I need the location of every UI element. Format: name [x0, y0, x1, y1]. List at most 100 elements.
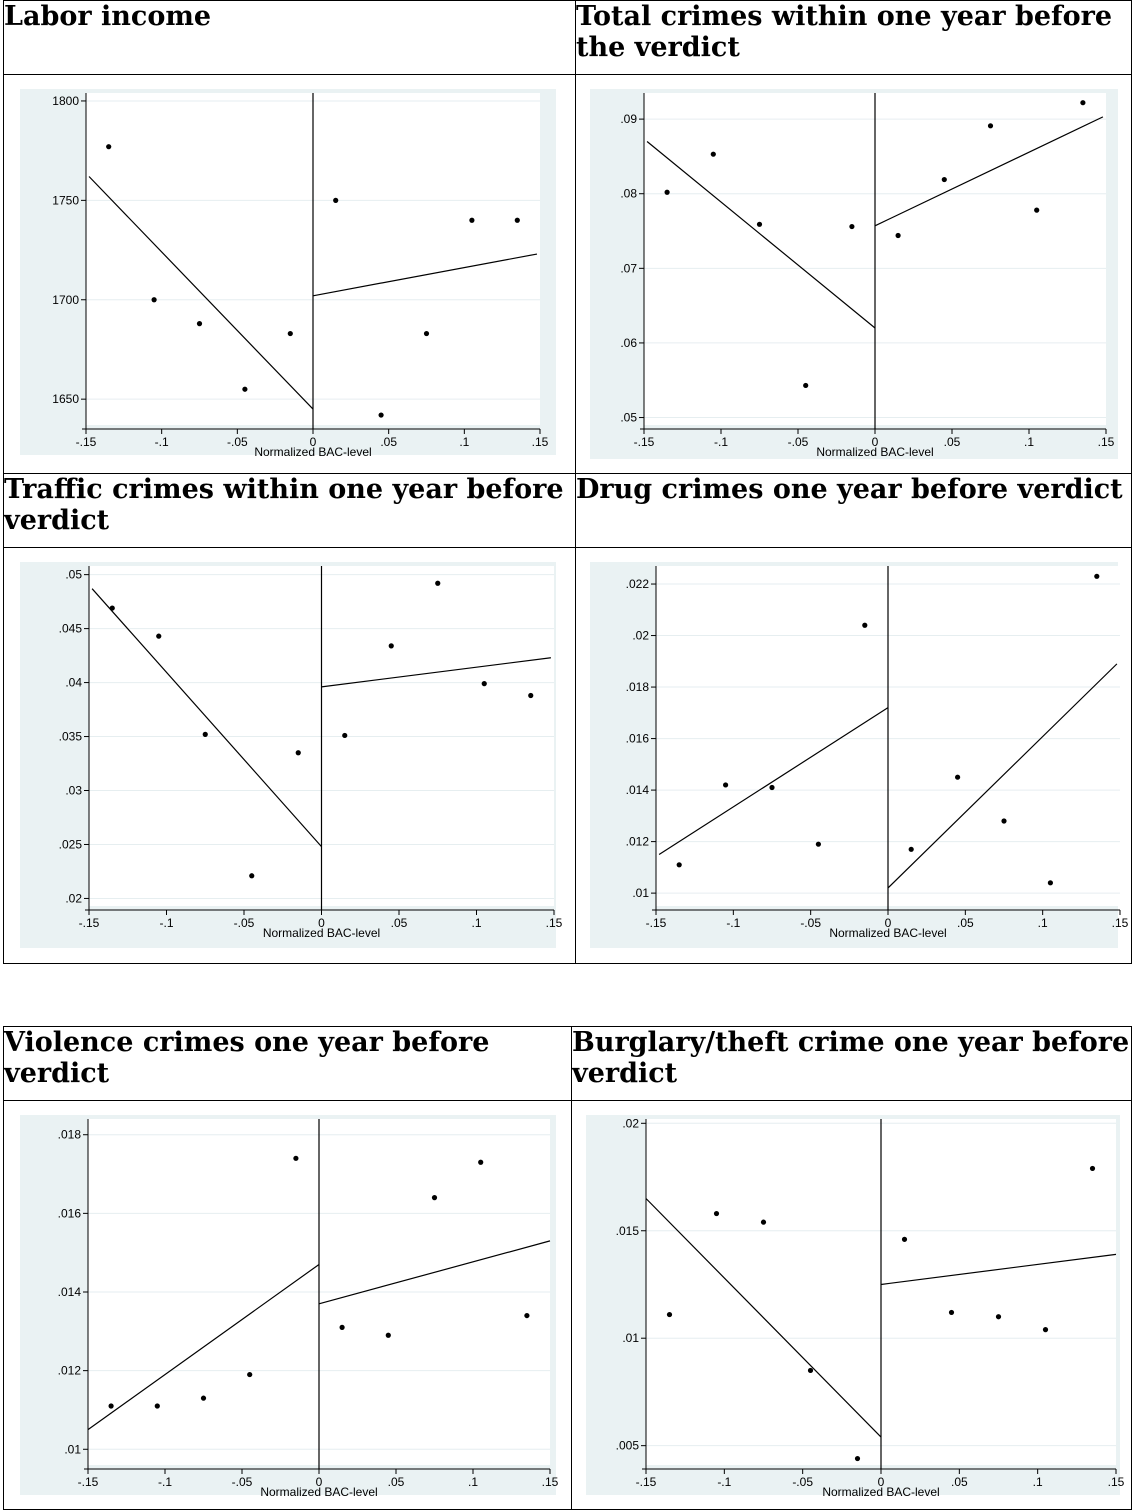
x-tick-label: -.15 [636, 1475, 657, 1489]
x-axis-title: Normalized BAC-level [263, 926, 380, 940]
chart-violence-crimes: .01 .012 .014 .016 .018 -.15 -.1 -.05 0 .05 .1 .15 N… [58, 1119, 559, 1499]
x-tick-label: 0 [885, 916, 892, 930]
y-tick-label: .012 [626, 835, 650, 849]
data-point [760, 1219, 767, 1225]
chart-cell-total-crimes: .05 .06 .07 .08 .09 -.15 -.1 -.05 0 .05 .1 .15 Norma… [575, 74, 1132, 474]
y-tick-label: .07 [620, 261, 637, 275]
data-point [854, 1455, 861, 1462]
data-point [528, 692, 534, 699]
x-tick-label: -.1 [714, 435, 728, 449]
x-axis-title: Normalized BAC-level [829, 926, 946, 940]
data-point [948, 1309, 955, 1316]
data-point [1094, 573, 1100, 579]
x-axis-title: Normalized BAC-level [816, 445, 933, 459]
panel-title-drug-crimes: Drug crimes one year before verdict [575, 473, 1132, 548]
x-tick-label: .05 [380, 435, 397, 449]
data-point [249, 873, 255, 879]
y-tick-label: .01 [632, 886, 649, 900]
x-tick-label: -.15 [79, 916, 100, 930]
data-point [200, 1395, 207, 1401]
fit-line-right [874, 116, 1104, 227]
y-tick-label: .035 [59, 730, 83, 744]
data-point [1001, 818, 1007, 824]
fit-line-right [312, 253, 538, 297]
x-axis-title: Normalized BAC-level [822, 1485, 939, 1499]
fit-line-right [880, 1253, 1117, 1286]
x-tick-label: 0 [318, 916, 325, 930]
x-tick-label: -.05 [788, 435, 809, 449]
data-point [109, 605, 115, 611]
data-point [1047, 880, 1053, 886]
panel-title-burglary-theft: Burglary/theft crime one year before ver… [571, 1026, 1132, 1101]
data-point [995, 1314, 1002, 1320]
data-point [154, 1403, 160, 1409]
y-tick-label: .02 [632, 629, 649, 643]
data-point [342, 732, 348, 739]
figure-table-top: Labor income Total crimes within one yea… [3, 0, 1132, 964]
x-tick-label: .05 [944, 435, 961, 449]
data-point [862, 622, 868, 628]
data-point [908, 846, 914, 852]
data-point [849, 223, 855, 230]
data-point [481, 681, 487, 687]
x-tick-label: .1 [1024, 435, 1034, 449]
x-tick-label: .15 [532, 435, 549, 449]
data-point [469, 217, 475, 223]
y-tick-label: .09 [620, 112, 637, 126]
x-tick-label: .05 [388, 1475, 405, 1489]
data-point [1042, 1327, 1049, 1333]
data-point [1080, 100, 1086, 106]
chart-burglary-theft: .005 .01 .015 .02 -.15 -.1 -.05 0 .05 .1 .15 Normal… [616, 1116, 1125, 1499]
y-tick-label: .02 [65, 891, 82, 905]
data-point [435, 580, 441, 586]
data-point [287, 330, 293, 337]
chart-drug-crimes: .01 .012 .014 .016 .018 .02 .022 -.15 -.1 -.05 0 .0… [626, 566, 1129, 940]
data-point [106, 144, 112, 150]
data-point [1089, 1165, 1096, 1172]
y-tick-label: 1700 [52, 293, 79, 307]
chart-cell-labor-income: 1650 1700 1750 1800 -.15 -.1 -.05 0 .05 .1 .15 Norm… [3, 74, 576, 474]
x-tick-label: 0 [878, 1475, 885, 1489]
y-tick-label: .05 [65, 568, 82, 582]
x-tick-label: -.05 [234, 916, 255, 930]
x-tick-label: .1 [459, 435, 469, 449]
x-tick-label: 0 [872, 435, 879, 449]
y-tick-label: .08 [620, 187, 637, 201]
data-point [478, 1159, 484, 1165]
x-tick-label: .15 [546, 916, 563, 930]
x-tick-label: .1 [1033, 1475, 1043, 1489]
data-point [955, 774, 961, 780]
y-tick-label: .025 [59, 837, 83, 851]
data-point [339, 1324, 345, 1330]
fit-line-left [91, 588, 322, 848]
fit-line-left [645, 1198, 882, 1438]
fit-line-left [87, 1263, 320, 1431]
data-point [385, 1332, 391, 1338]
x-tick-label: -.1 [155, 435, 169, 449]
data-point [388, 643, 394, 649]
y-tick-label: .018 [58, 1128, 82, 1142]
chart-labor-income: 1650 1700 1750 1800 -.15 -.1 -.05 0 .05 .1 .15 Norm… [52, 93, 549, 459]
chart-cell-violence-crimes: .01 .012 .014 .016 .018 -.15 -.1 -.05 0 .05 .1 .15 N… [3, 1100, 572, 1510]
data-point [895, 232, 901, 239]
y-tick-label: .022 [626, 577, 650, 591]
fit-line-right [887, 663, 1118, 889]
x-tick-label: -.05 [800, 916, 821, 930]
x-tick-label: .05 [951, 1475, 968, 1489]
data-point [108, 1403, 114, 1409]
y-tick-label: .03 [65, 784, 82, 798]
data-point [901, 1236, 908, 1242]
y-tick-label: .04 [65, 676, 82, 690]
data-point [807, 1367, 814, 1374]
x-tick-label: -.1 [726, 916, 740, 930]
y-tick-label: .01 [64, 1442, 81, 1456]
data-point [713, 1210, 720, 1217]
y-tick-label: .016 [626, 732, 650, 746]
data-point [423, 330, 430, 337]
fit-line-left [88, 176, 314, 410]
y-tick-label: 1750 [52, 193, 79, 207]
data-point [803, 382, 809, 389]
y-tick-label: .05 [620, 411, 637, 425]
x-tick-label: -.1 [717, 1475, 731, 1489]
x-tick-label: -.15 [646, 916, 667, 930]
